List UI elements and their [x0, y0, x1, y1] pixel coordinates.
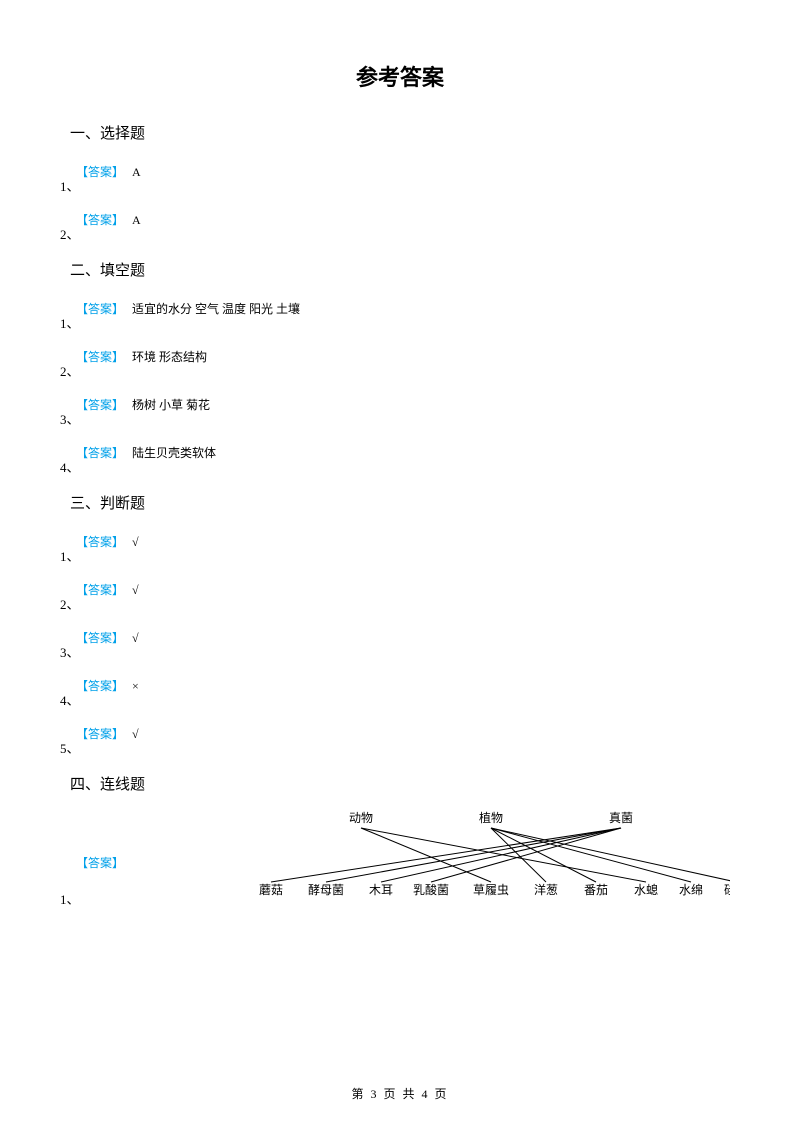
svg-text:动物: 动物 — [349, 811, 373, 825]
page-footer: 第 3 页 共 4 页 — [0, 1085, 800, 1102]
answer-label: 【答案】 — [76, 533, 124, 550]
item-number: 1、 — [60, 546, 80, 565]
answer-label: 【答案】 — [76, 348, 124, 365]
item-number: 5、 — [60, 738, 80, 757]
item-number: 1、 — [60, 889, 80, 908]
matching-diagram: 动物 植物 真菌蘑菇 酵母菌 木耳 乳酸菌 草履虫 洋葱 番茄 水螅 水绵 硅藻 — [241, 810, 730, 900]
item-number: 4、 — [60, 690, 80, 709]
svg-text:水绵: 水绵 — [679, 883, 703, 897]
answer-label: 【答案】 — [76, 629, 124, 646]
item-number: 2、 — [60, 224, 80, 243]
answer-text: √ — [132, 583, 139, 597]
svg-text:草履虫: 草履虫 — [473, 883, 509, 897]
answer-label: 【答案】 — [76, 211, 124, 228]
svg-text:蘑菇: 蘑菇 — [259, 883, 283, 897]
item-number: 2、 — [60, 361, 80, 380]
item-number: 2、 — [60, 594, 80, 613]
answer-item: 2、 【答案】 √ — [70, 581, 730, 605]
section-2-heading: 二、填空题 — [70, 259, 730, 280]
item-number: 1、 — [60, 176, 80, 195]
svg-text:真菌: 真菌 — [609, 811, 633, 825]
answer-label: 【答案】 — [76, 396, 124, 413]
answer-item: 4、 【答案】 陆生贝壳类软体 — [70, 444, 730, 468]
svg-text:番茄: 番茄 — [584, 883, 608, 897]
svg-text:植物: 植物 — [479, 810, 503, 825]
svg-text:酵母菌: 酵母菌 — [308, 883, 344, 897]
answer-item: 3、 【答案】 杨树 小草 菊花 — [70, 396, 730, 420]
answer-label: 【答案】 — [76, 677, 124, 694]
answer-label: 【答案】 — [76, 581, 124, 598]
item-number: 4、 — [60, 457, 80, 476]
answer-text: × — [132, 679, 139, 693]
answer-text: √ — [132, 631, 139, 645]
answer-text: √ — [132, 535, 139, 549]
svg-text:木耳: 木耳 — [369, 883, 393, 897]
item-number: 3、 — [60, 409, 80, 428]
item-number: 3、 — [60, 642, 80, 661]
section-4-heading: 四、连线题 — [70, 773, 730, 794]
item-number: 1、 — [60, 313, 80, 332]
page-title: 参考答案 — [70, 60, 730, 92]
answer-label: 【答案】 — [76, 300, 124, 317]
answer-item: 3、 【答案】 √ — [70, 629, 730, 653]
answer-label: 【答案】 — [76, 444, 124, 461]
section-1-heading: 一、选择题 — [70, 122, 730, 143]
svg-text:洋葱: 洋葱 — [534, 882, 558, 897]
answer-label: 【答案】 — [76, 725, 124, 742]
answer-label: 【答案】 — [76, 163, 124, 180]
answer-label: 【答案】 — [76, 854, 121, 871]
answer-item: 4、 【答案】 × — [70, 677, 730, 701]
answer-item: 1、 【答案】 适宜的水分 空气 温度 阳光 土壤 — [70, 300, 730, 324]
answer-text: 陆生贝壳类软体 — [132, 446, 216, 460]
svg-text:水螅: 水螅 — [634, 883, 658, 897]
answer-text: 适宜的水分 空气 温度 阳光 土壤 — [132, 302, 300, 316]
answer-item: 1、 【答案】 动物植物真菌蘑菇酵母菌木耳乳酸菌草履虫洋葱番茄水螅水绵硅藻 — [70, 814, 730, 900]
answer-text: A — [132, 165, 141, 179]
answer-text: A — [132, 213, 141, 227]
answer-item: 5、 【答案】 √ — [70, 725, 730, 749]
answer-text: 杨树 小草 菊花 — [132, 398, 210, 412]
section-3-heading: 三、判断题 — [70, 492, 730, 513]
answer-item: 1、 【答案】 √ — [70, 533, 730, 557]
answer-text: 环境 形态结构 — [132, 350, 207, 364]
svg-text:硅藻: 硅藻 — [724, 883, 730, 897]
answer-item: 1、 【答案】 A — [70, 163, 730, 187]
answer-item: 2、 【答案】 环境 形态结构 — [70, 348, 730, 372]
svg-text:乳酸菌: 乳酸菌 — [413, 882, 449, 897]
answer-text: √ — [132, 727, 139, 741]
answer-item: 2、 【答案】 A — [70, 211, 730, 235]
